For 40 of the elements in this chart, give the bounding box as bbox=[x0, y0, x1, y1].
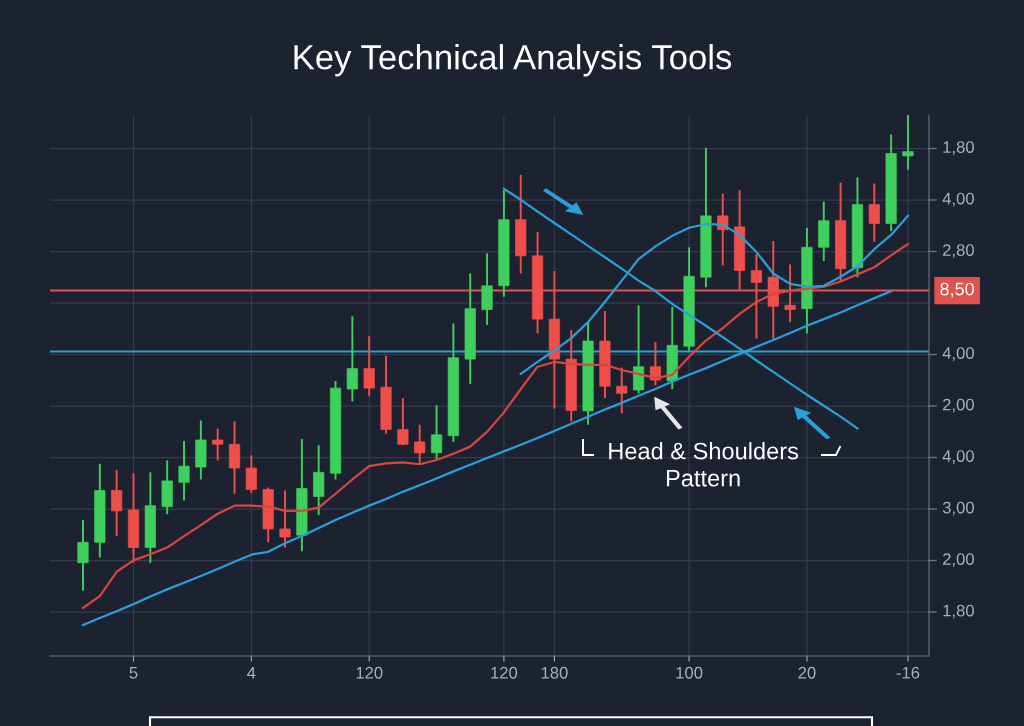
candlestick bbox=[430, 404, 443, 460]
candlestick bbox=[717, 192, 729, 267]
text: 1,80 bbox=[943, 141, 974, 155]
text: 2,80 bbox=[943, 244, 974, 258]
candlestick bbox=[633, 304, 645, 395]
candlestick bbox=[363, 335, 375, 398]
candlestick bbox=[279, 489, 291, 549]
x-tick-label: 120 bbox=[491, 666, 518, 679]
text: 4,00 bbox=[942, 347, 974, 361]
text: 4,00 bbox=[942, 450, 974, 464]
text: 2,00 bbox=[943, 398, 974, 413]
candlestick bbox=[178, 439, 190, 502]
x-tick-label: 100 bbox=[676, 666, 703, 679]
candlestick bbox=[228, 420, 241, 495]
candlestick bbox=[784, 263, 796, 323]
candlestick bbox=[245, 454, 257, 494]
candlestick bbox=[77, 518, 89, 592]
annotation: Head & Shoulders Pattern bbox=[609, 442, 799, 487]
text: 4,00 bbox=[942, 192, 974, 207]
candlestick bbox=[111, 468, 123, 538]
candlestick bbox=[212, 427, 224, 462]
text: 1,80 bbox=[943, 604, 974, 619]
candlestick bbox=[481, 252, 493, 326]
x-tick-label: -16 bbox=[896, 666, 920, 679]
candlestick bbox=[414, 423, 426, 466]
candlestick bbox=[868, 182, 880, 244]
candlestick bbox=[346, 315, 358, 403]
text: 8,50 bbox=[940, 282, 974, 298]
x-tick-label: 4 bbox=[247, 667, 256, 679]
x-tick-label: 180 bbox=[541, 666, 568, 679]
candlestick bbox=[616, 366, 628, 415]
text: 2,00 bbox=[943, 553, 974, 567]
candlestick bbox=[397, 397, 409, 447]
text: 3,00 bbox=[942, 501, 974, 516]
chart-title: Key Technical Analysis Tools bbox=[294, 44, 732, 77]
x-tick-label: 5 bbox=[129, 667, 138, 679]
candlestick bbox=[750, 253, 762, 340]
x-tick-label: 120 bbox=[356, 666, 383, 679]
candlestick bbox=[902, 115, 914, 171]
x-tick-label: 20 bbox=[798, 666, 816, 679]
